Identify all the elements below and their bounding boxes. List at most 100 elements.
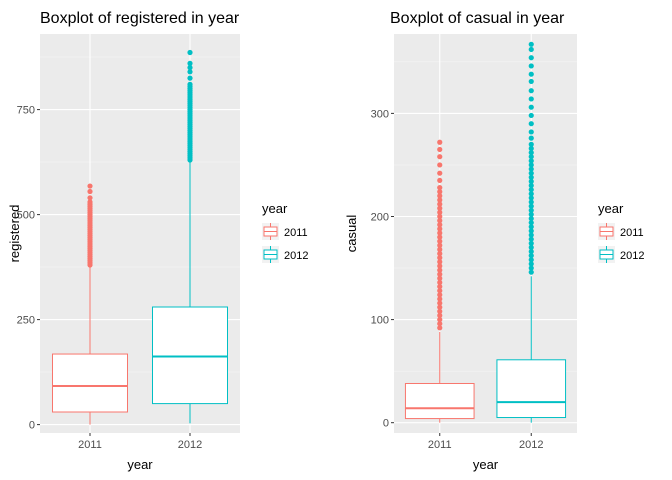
outlier-point bbox=[87, 199, 93, 205]
outlier-point bbox=[437, 154, 443, 160]
x-axis-title: year bbox=[473, 457, 499, 472]
outlier-point bbox=[528, 141, 534, 147]
outlier-point bbox=[528, 170, 534, 176]
outlier-point bbox=[437, 312, 443, 319]
legend-entry-2012: 2012 bbox=[262, 246, 308, 263]
outlier-point bbox=[437, 230, 443, 236]
outlier-point bbox=[528, 55, 534, 61]
box bbox=[52, 353, 128, 413]
outlier-point bbox=[87, 195, 93, 201]
outlier-point bbox=[437, 189, 443, 195]
outlier-point bbox=[528, 135, 534, 141]
outlier-point bbox=[437, 279, 443, 286]
outlier-point bbox=[528, 257, 534, 263]
outlier-point bbox=[528, 195, 534, 201]
legend-entry-2011: 2011 bbox=[598, 223, 644, 240]
outlier-point bbox=[437, 213, 443, 220]
outlier-point bbox=[437, 255, 443, 261]
outlier-point bbox=[437, 185, 443, 191]
outlier-point bbox=[437, 238, 443, 244]
legend-label: 2012 bbox=[284, 250, 308, 262]
legend-entry-2011: 2011 bbox=[262, 223, 308, 240]
outlier-point bbox=[528, 199, 534, 205]
outlier-point bbox=[528, 232, 534, 238]
outlier-point bbox=[528, 228, 534, 234]
box bbox=[496, 359, 567, 419]
y-tick-label: 500 bbox=[17, 210, 35, 222]
outlier-point bbox=[437, 283, 443, 290]
outlier-point bbox=[528, 162, 534, 168]
outlier-point bbox=[528, 149, 534, 156]
y-tick-label: 300 bbox=[371, 108, 389, 120]
outlier-point bbox=[528, 240, 534, 246]
x-tick-label: 2012 bbox=[178, 439, 202, 451]
outlier-point bbox=[528, 158, 534, 164]
outlier-point bbox=[437, 201, 443, 207]
outlier-point bbox=[528, 166, 534, 172]
outlier-point bbox=[528, 269, 534, 275]
outlier-point bbox=[528, 88, 534, 94]
outlier-point bbox=[437, 321, 443, 327]
axes: 0 100 200 300 2011 2012 bbox=[371, 108, 544, 451]
outlier-point bbox=[437, 197, 443, 203]
outlier-point bbox=[528, 178, 534, 185]
outlier-point bbox=[437, 263, 443, 269]
outlier-point bbox=[528, 46, 534, 53]
outlier-point bbox=[187, 75, 193, 81]
box bbox=[152, 306, 228, 405]
outlier-point bbox=[437, 234, 443, 240]
outlier-point bbox=[437, 251, 443, 257]
outlier-point bbox=[528, 96, 534, 102]
outlier-point bbox=[437, 308, 443, 314]
outlier-point bbox=[437, 170, 443, 176]
x-tick-label: 2012 bbox=[519, 439, 543, 451]
outlier-point bbox=[87, 183, 93, 189]
outlier-point bbox=[437, 209, 443, 215]
outlier-point bbox=[437, 325, 443, 331]
outlier-point bbox=[528, 187, 534, 193]
outlier-point bbox=[528, 215, 534, 222]
outlier-point bbox=[87, 188, 93, 195]
boxplot-2011 bbox=[404, 139, 475, 423]
outlier-point bbox=[528, 78, 534, 85]
outlier-point bbox=[528, 220, 534, 226]
legend: year 2011 2012 bbox=[262, 201, 308, 263]
boxplot-2012 bbox=[152, 49, 228, 424]
outlier-point bbox=[437, 246, 443, 253]
outlier-point bbox=[437, 304, 443, 310]
outlier-point bbox=[528, 71, 534, 77]
outlier-point bbox=[437, 222, 443, 228]
outlier-point bbox=[187, 69, 193, 75]
outlier-point bbox=[437, 242, 443, 248]
boxplot-casual: Boxplot of casual in year 0 100 200 300 2011… bbox=[344, 10, 644, 472]
x-tick-label: 2011 bbox=[78, 439, 102, 451]
y-tick-label: 200 bbox=[371, 211, 389, 223]
outlier-point bbox=[437, 271, 443, 277]
outlier-point bbox=[187, 60, 193, 66]
outlier-point bbox=[528, 207, 534, 213]
y-tick-label: 750 bbox=[17, 105, 35, 117]
outlier-point bbox=[528, 129, 534, 135]
outlier-point bbox=[437, 139, 443, 145]
outlier-point bbox=[528, 253, 534, 259]
boxplot-2012 bbox=[496, 41, 567, 423]
outlier-point bbox=[528, 191, 534, 197]
outlier-point bbox=[437, 193, 443, 199]
outlier-point bbox=[528, 112, 534, 119]
outlier-point bbox=[437, 275, 443, 281]
y-axis-title: registered bbox=[7, 205, 22, 263]
outlier-point bbox=[437, 259, 443, 265]
chart-title: Boxplot of casual in year bbox=[390, 10, 565, 27]
box bbox=[404, 383, 475, 420]
outlier-point bbox=[437, 296, 443, 302]
x-tick-label: 2011 bbox=[428, 439, 452, 451]
outlier-point bbox=[528, 182, 534, 189]
outlier-point bbox=[528, 41, 534, 47]
outlier-point bbox=[437, 300, 443, 306]
axes: 0 250 500 750 2011 2012 bbox=[17, 105, 203, 451]
outlier-point bbox=[528, 63, 534, 69]
outlier-point bbox=[437, 288, 443, 294]
legend: year 2011 2012 bbox=[598, 201, 644, 263]
legend-label: 2011 bbox=[620, 227, 644, 239]
